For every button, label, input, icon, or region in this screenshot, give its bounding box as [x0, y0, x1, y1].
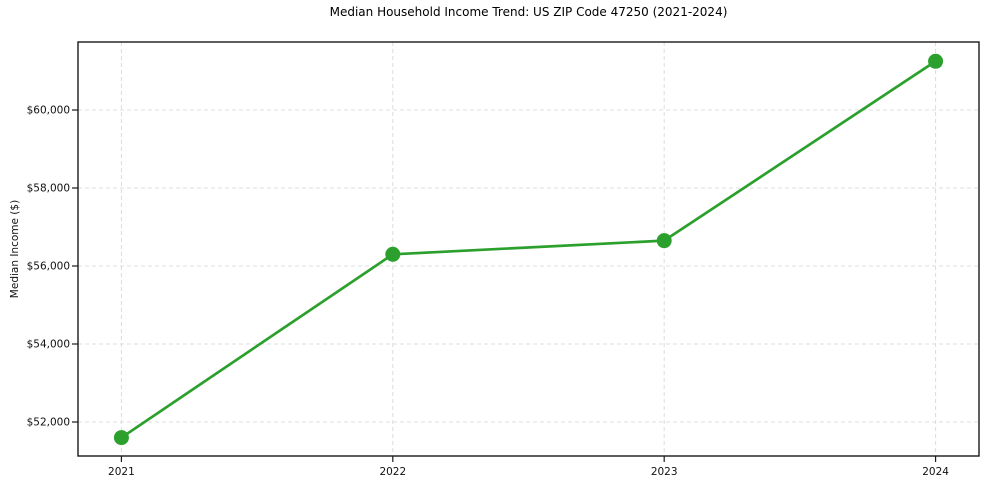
- y-tick-label: $54,000: [27, 338, 70, 350]
- plot-frame: [77, 41, 980, 457]
- y-tick-label: $52,000: [27, 416, 70, 428]
- trend-line: [120, 59, 937, 439]
- y-tick-label: $56,000: [27, 261, 70, 273]
- y-tick-label: $58,000: [27, 183, 70, 195]
- x-tick-label: 2022: [379, 466, 406, 478]
- x-tick-label: 2023: [651, 466, 678, 478]
- chart-title: Median Household Income Trend: US ZIP Co…: [329, 5, 728, 19]
- y-axis-label: Median Income ($): [9, 199, 21, 299]
- data-point-marker: [928, 53, 944, 69]
- x-tick-label: 2021: [108, 466, 135, 478]
- data-point-marker: [385, 246, 401, 262]
- data-point-marker: [656, 233, 672, 249]
- y-tick-label: $60,000: [27, 105, 70, 117]
- data-point-marker: [113, 430, 129, 446]
- x-tick-label: 2024: [922, 466, 949, 478]
